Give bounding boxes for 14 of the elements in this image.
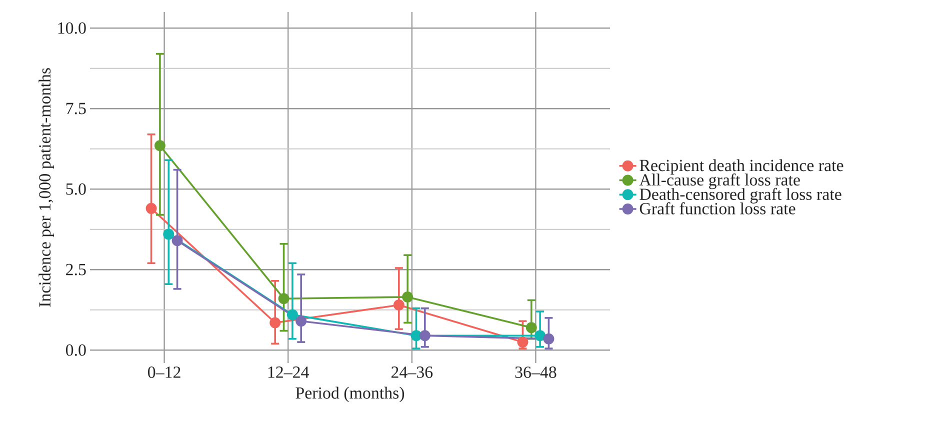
x-tick-label: 36–48	[515, 366, 556, 378]
x-axis-title: Period (months)	[296, 386, 404, 402]
legend-label: Graft function loss rate	[640, 202, 796, 214]
legend-label: Recipient death incidence rate	[640, 159, 844, 175]
y-tick-label: 5.0	[66, 183, 86, 195]
y-tick-label: 10.0	[58, 22, 86, 34]
x-tick-label: 0–12	[148, 366, 180, 378]
x-tick-label: 24–36	[391, 366, 433, 378]
legend-label: Death-censored graft loss rate	[640, 188, 842, 204]
y-tick-label: 0.0	[66, 344, 86, 356]
x-tick-label: 12–24	[268, 366, 310, 378]
y-tick-label: 2.5	[66, 264, 86, 276]
y-axis-title: Incidence per 1,000 patient-months	[38, 68, 54, 307]
y-tick-label: 7.5	[66, 102, 86, 114]
